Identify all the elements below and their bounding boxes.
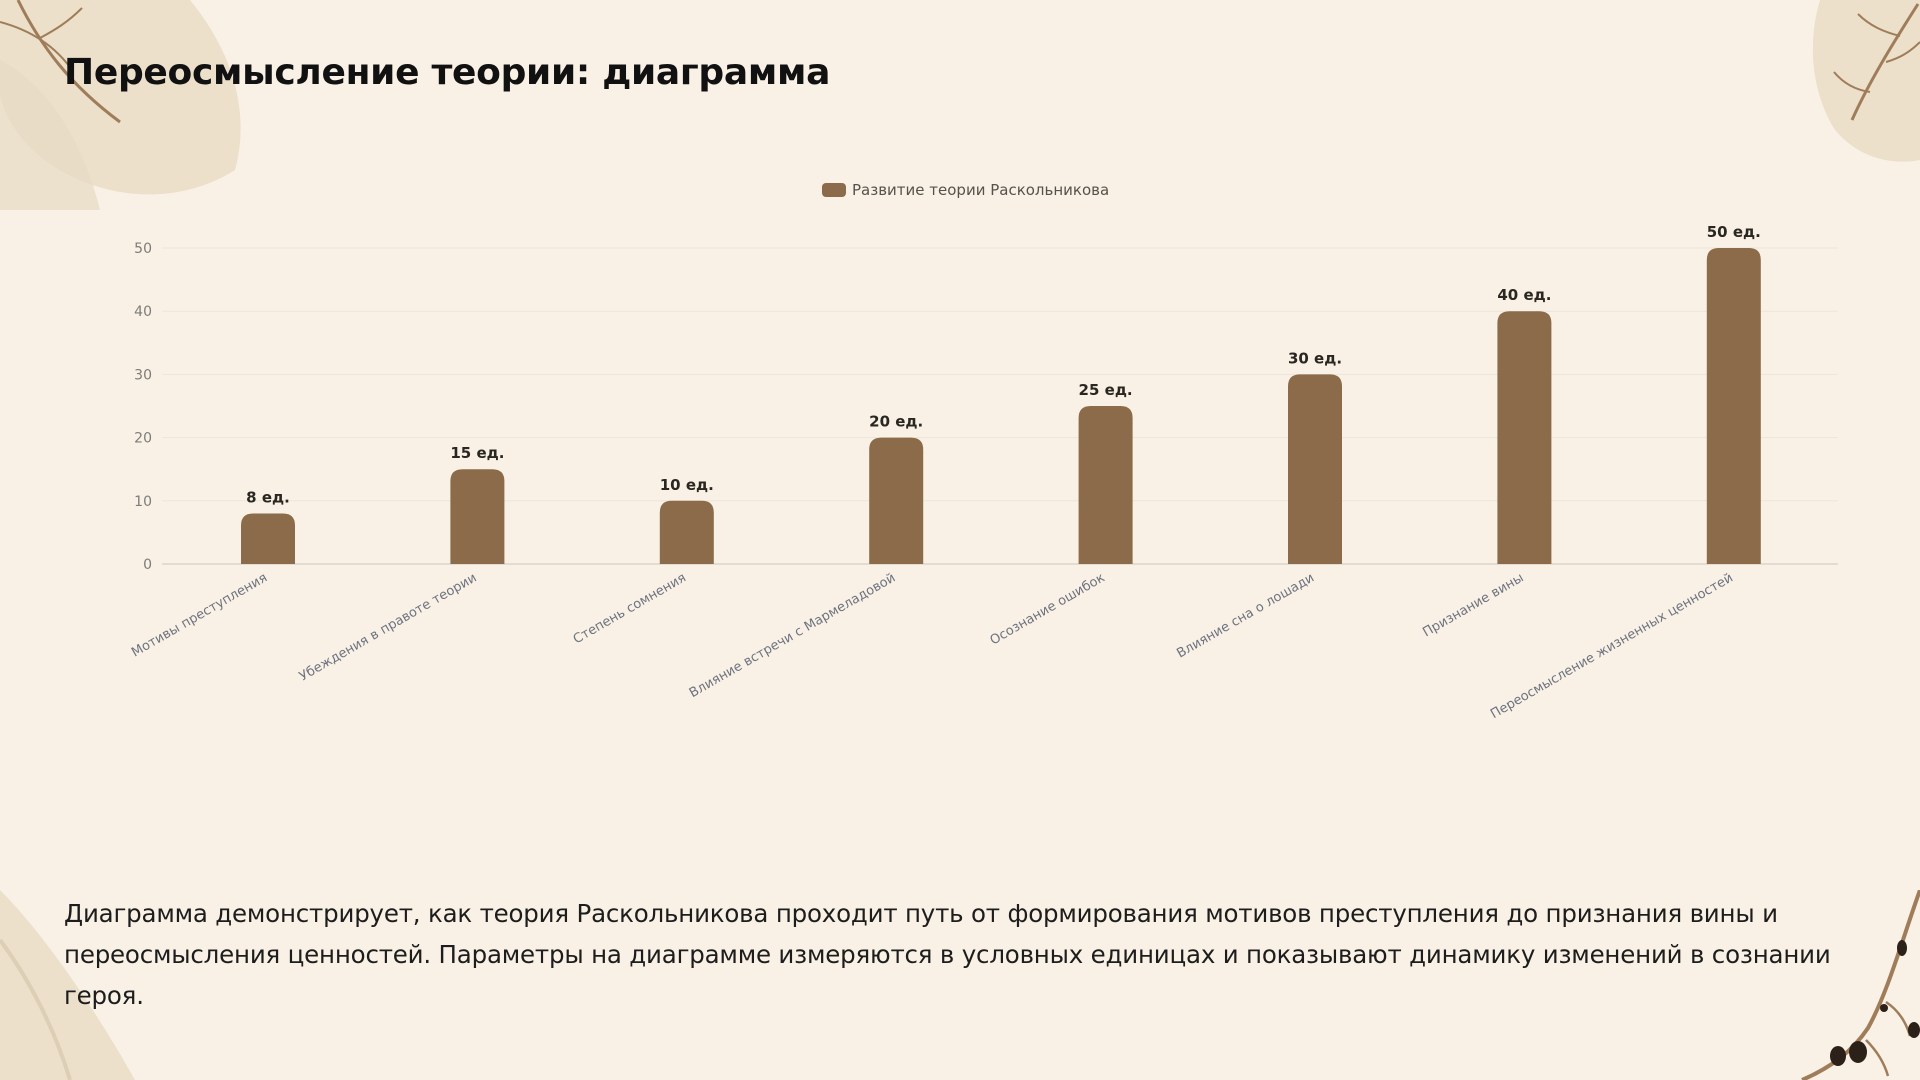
data-label: 15 ед.	[450, 444, 504, 462]
bar	[659, 500, 714, 564]
data-label: 40 ед.	[1497, 286, 1551, 304]
x-tick-label: Мотивы преступления	[129, 570, 270, 660]
chart-bars	[241, 248, 1761, 564]
data-label: 50 ед.	[1707, 223, 1761, 241]
y-tick-label: 0	[143, 557, 152, 573]
x-tick-label: Осознание ошибок	[988, 570, 1108, 648]
bar	[869, 437, 924, 564]
slide-title: Переосмысление теории: диаграмма	[64, 52, 831, 93]
bar	[1288, 374, 1342, 564]
data-labels: 8 ед. 15 ед. 10 ед. 20 ед. 25 ед. 30 ед. 40 ед…	[246, 223, 1761, 506]
y-axis: 0 10 20 30 40 50	[134, 241, 152, 573]
data-label: 25 ед.	[1079, 381, 1133, 399]
x-tick-label: Признание вины	[1420, 570, 1526, 640]
bar	[450, 469, 505, 564]
y-tick-label: 10	[134, 494, 152, 510]
x-tick-label: Переосмысление жизненных ценностей	[1488, 570, 1736, 722]
data-label: 30 ед.	[1288, 349, 1342, 367]
x-axis-labels: Мотивы преступления Убеждения в правоте т…	[129, 570, 1736, 722]
x-tick-label: Влияние встречи с Мармеладовой	[687, 570, 898, 701]
chart-legend: Развитие теории Раскольникова	[822, 181, 1109, 199]
bar	[1078, 406, 1133, 564]
y-tick-label: 30	[134, 367, 152, 383]
data-label: 20 ед.	[869, 413, 923, 431]
legend-label: Развитие теории Раскольникова	[852, 181, 1109, 199]
x-tick-label: Степень сомнения	[571, 570, 689, 647]
x-tick-label: Убеждения в правоте теории	[297, 570, 479, 684]
bar	[1706, 248, 1761, 564]
data-label: 10 ед.	[660, 476, 714, 494]
bar	[1497, 311, 1552, 564]
x-tick-label: Влияние сна о лошади	[1174, 570, 1317, 661]
y-tick-label: 50	[134, 241, 152, 257]
y-tick-label: 40	[134, 304, 152, 320]
y-tick-label: 20	[134, 431, 152, 447]
chart-gridlines	[162, 247, 1838, 565]
legend-swatch	[822, 183, 846, 197]
data-label: 8 ед.	[246, 488, 290, 506]
bar	[241, 513, 295, 564]
chart-description: Диаграмма демонстрирует, как теория Раск…	[64, 899, 1831, 1010]
